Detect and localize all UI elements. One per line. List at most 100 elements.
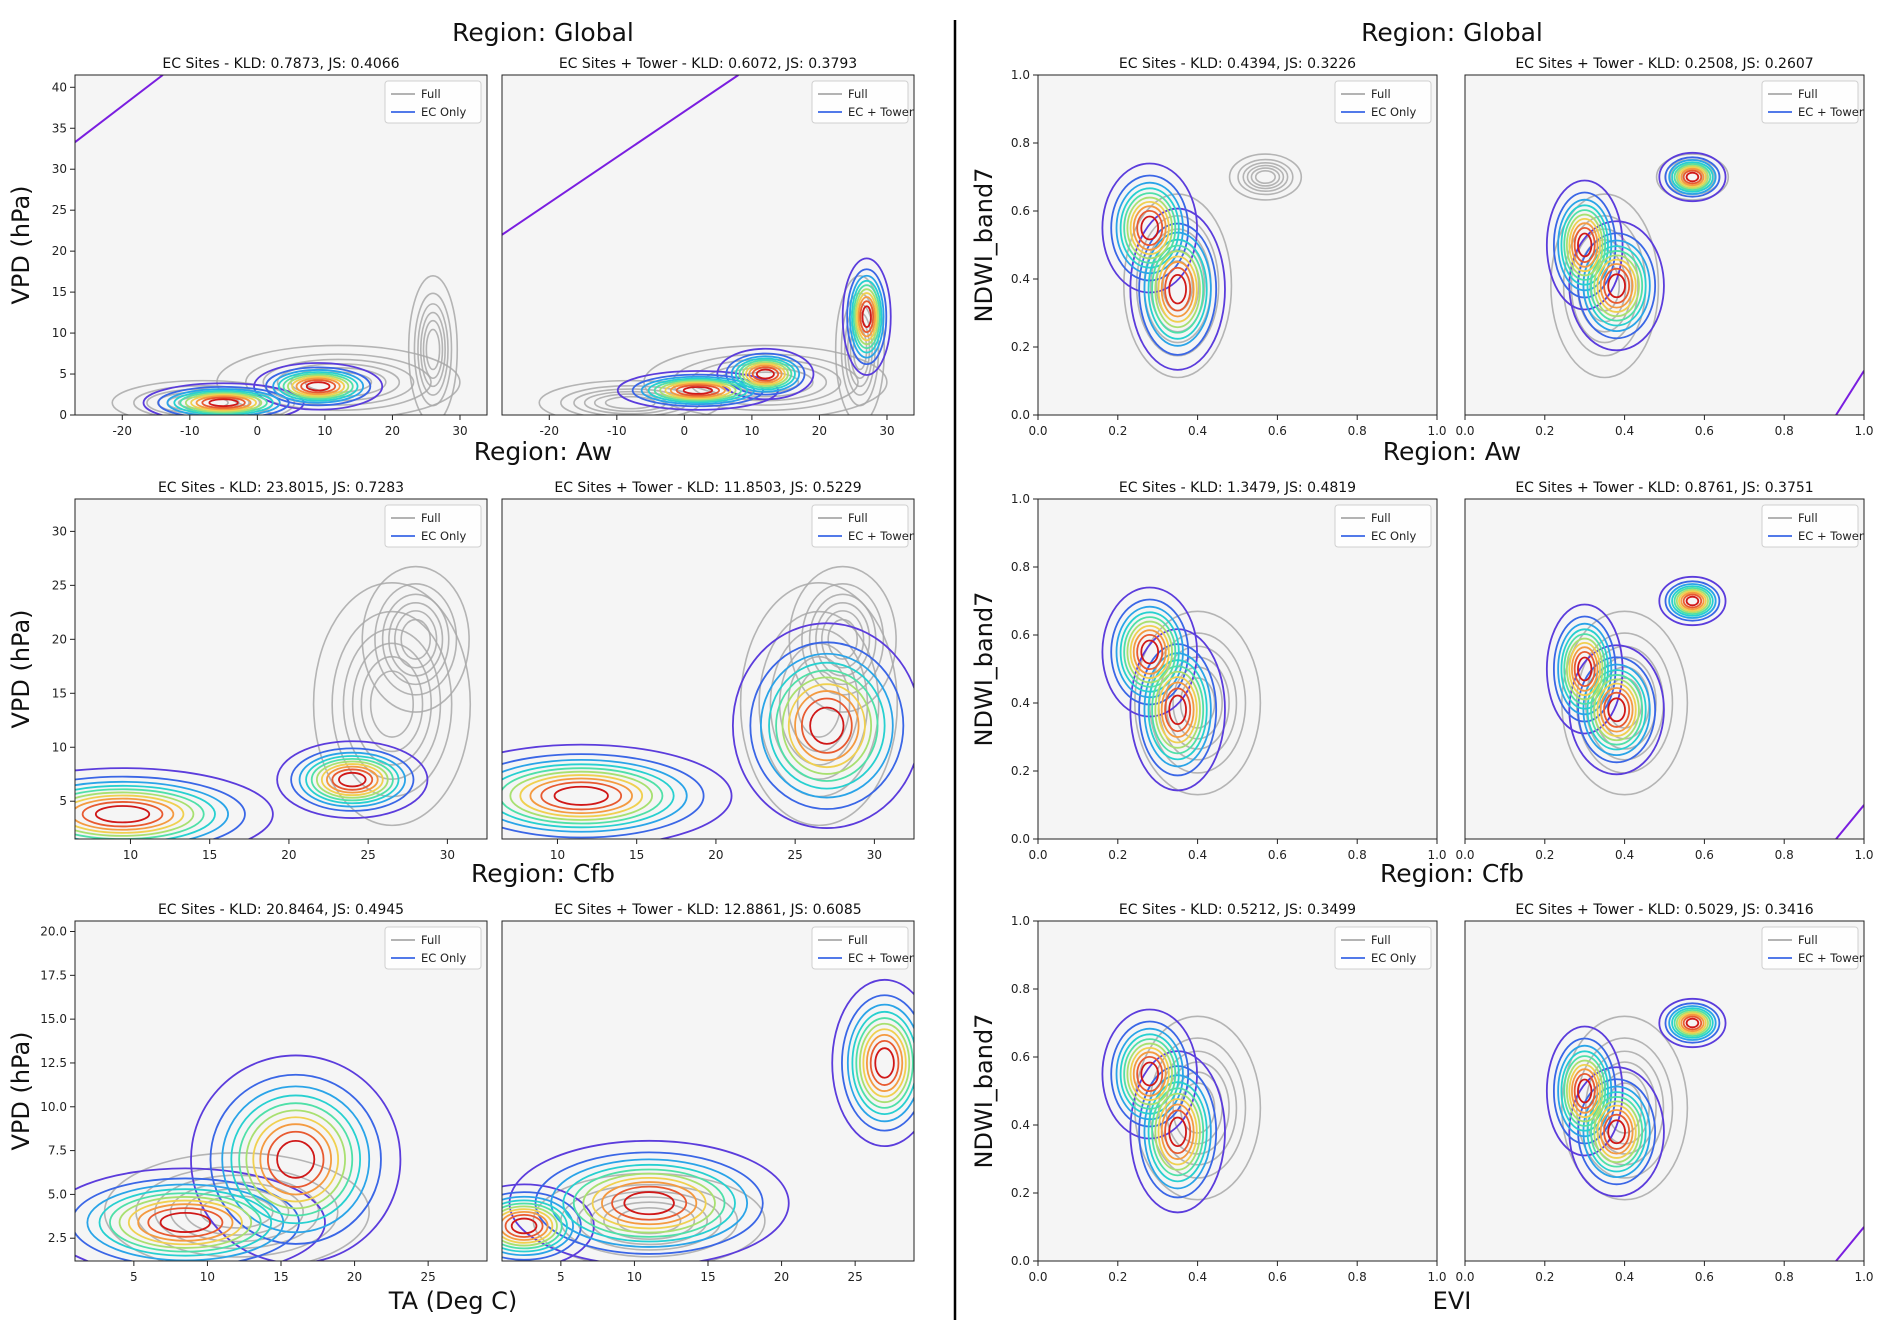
subset-contour <box>1603 267 1631 304</box>
subset-contour <box>118 1196 253 1249</box>
subset-contour <box>601 1181 698 1226</box>
subset-contour <box>1682 1015 1703 1031</box>
subset-contour <box>1119 187 1180 269</box>
panel-title: EC Sites + Tower - KLD: 0.5029, JS: 0.34… <box>1515 902 1813 918</box>
x-tick-label: 5 <box>130 1270 138 1284</box>
full-contour <box>834 275 886 415</box>
subset-contour <box>252 1116 340 1203</box>
subset-contour <box>1573 650 1596 688</box>
subset-contour <box>291 375 346 397</box>
left-column-title: Region: Global <box>452 18 634 47</box>
chart-panel: 0.0 0.2 0.4 0.6 0.8 1.0 0.0 0.2 0.4 0.6 0.8 1.0 EC S… <box>1011 480 1447 862</box>
x-tick-label: 0.8 <box>1348 1270 1367 1284</box>
legend-label: EC Only <box>1371 951 1416 965</box>
subset-contour <box>1658 575 1727 627</box>
subset-contour <box>1119 611 1180 693</box>
chart-panel: 5 10 15 20 25 2.5 5.0 7.5 10.0 12.5 15.0 17.5 20.0 EC… <box>40 902 488 1284</box>
x-tick-label: 0 <box>254 424 262 438</box>
subset-contour <box>859 300 875 334</box>
subset-contour <box>245 1109 346 1210</box>
x-tick-label: 1.0 <box>1854 848 1873 862</box>
legend-label: EC Only <box>1371 529 1416 543</box>
subset-contour <box>1668 1005 1717 1041</box>
subset-contour <box>725 352 806 396</box>
subset-contour <box>1590 1096 1644 1168</box>
chart-panel: 0.0 0.2 0.4 0.6 0.8 1.0 EC Sites + Tower - KLD… <box>1455 56 1873 438</box>
y-tick-label: 0.2 <box>1011 1186 1030 1200</box>
x-tick-label: 0.8 <box>1348 424 1367 438</box>
subset-contour <box>1563 209 1607 281</box>
x-tick-label: 0.4 <box>1615 1270 1634 1284</box>
subset-contour <box>1658 151 1727 203</box>
subset-contour <box>1143 652 1212 768</box>
full-contour <box>1655 153 1730 201</box>
full-contour <box>1250 167 1281 187</box>
subset-contour <box>1664 580 1721 622</box>
subset-contour <box>768 661 886 790</box>
y-tick-label: 0.2 <box>1011 764 1030 778</box>
y-tick-label: 1.0 <box>1011 914 1030 928</box>
subset-contour <box>1571 646 1599 692</box>
legend-label: Full <box>1798 933 1818 947</box>
x-tick-label: 0.0 <box>1028 424 1047 438</box>
subset-contour <box>1568 220 1665 352</box>
full-contour <box>1254 169 1276 185</box>
x-tick-label: 0.4 <box>1615 848 1634 862</box>
chart-panel: 10 15 20 25 30 EC Sites + Tower - KLD: 11.850… <box>501 480 915 862</box>
subset-contour <box>1565 1059 1604 1123</box>
subset-contour <box>1593 678 1640 742</box>
subset-contour <box>591 1176 707 1230</box>
x-tick-label: 20 <box>774 1270 789 1284</box>
plot-area <box>1465 75 1864 415</box>
plot-frame <box>1037 498 1438 840</box>
subset-contour <box>1568 1066 1665 1198</box>
x-tick-label: 10 <box>200 1270 215 1284</box>
subset-contour <box>331 768 374 791</box>
y-tick-label: 0.8 <box>1011 560 1030 574</box>
region-title: Region: Cfb <box>1380 859 1524 888</box>
x-tick-label: 20 <box>708 848 723 862</box>
y-tick-label: 0.4 <box>1011 1118 1030 1132</box>
subset-contour <box>1160 681 1195 738</box>
full-contour <box>1561 1015 1689 1201</box>
subset-contour <box>1577 656 1593 682</box>
subset-contour <box>300 379 337 394</box>
subset-contour <box>1557 622 1613 716</box>
subset-contour <box>1586 1091 1647 1173</box>
x-tick-label: 0.4 <box>1188 424 1207 438</box>
region-title: Region: Aw <box>474 437 613 466</box>
y-axis-label: VPD (hPa) <box>7 1031 35 1150</box>
subset-contour <box>1593 1100 1640 1164</box>
subset-contour <box>325 765 379 794</box>
subset-contour <box>1596 258 1637 313</box>
chart-panel: 5 10 15 20 25 EC Sites + Tower - KLD: 12.8861… <box>501 902 915 1284</box>
subset-contour <box>75 784 216 839</box>
x-tick-label: 0.8 <box>1775 424 1794 438</box>
subset-contour <box>540 781 623 811</box>
full-contour <box>1157 1050 1238 1166</box>
legend-label: EC Only <box>1371 105 1416 119</box>
x-tick-label: 0.8 <box>1775 1270 1794 1284</box>
x-tick-label: 30 <box>879 424 894 438</box>
plot-frame <box>501 498 915 840</box>
full-contour <box>312 581 472 827</box>
diagonal-contour-line <box>1835 1226 1864 1261</box>
legend-label: Full <box>848 87 868 101</box>
full-contour <box>827 618 859 660</box>
legend-label: Full <box>1371 511 1391 525</box>
x-tick-label: 0.0 <box>1455 848 1474 862</box>
subset-contour <box>1560 204 1609 286</box>
full-contour <box>590 1196 708 1246</box>
subset-contour <box>315 760 389 799</box>
subset-contour <box>1571 222 1599 268</box>
subset-contour <box>732 622 914 829</box>
subset-contour <box>1157 1098 1198 1166</box>
full-contour <box>425 328 441 371</box>
subset-contour <box>75 1167 326 1261</box>
x-tick-label: 0.4 <box>1615 424 1634 438</box>
x-tick-label: 25 <box>361 848 376 862</box>
y-axis-label: NDWI_band7 <box>970 1014 998 1169</box>
full-contour <box>1228 153 1303 201</box>
subset-contour <box>1577 232 1657 340</box>
